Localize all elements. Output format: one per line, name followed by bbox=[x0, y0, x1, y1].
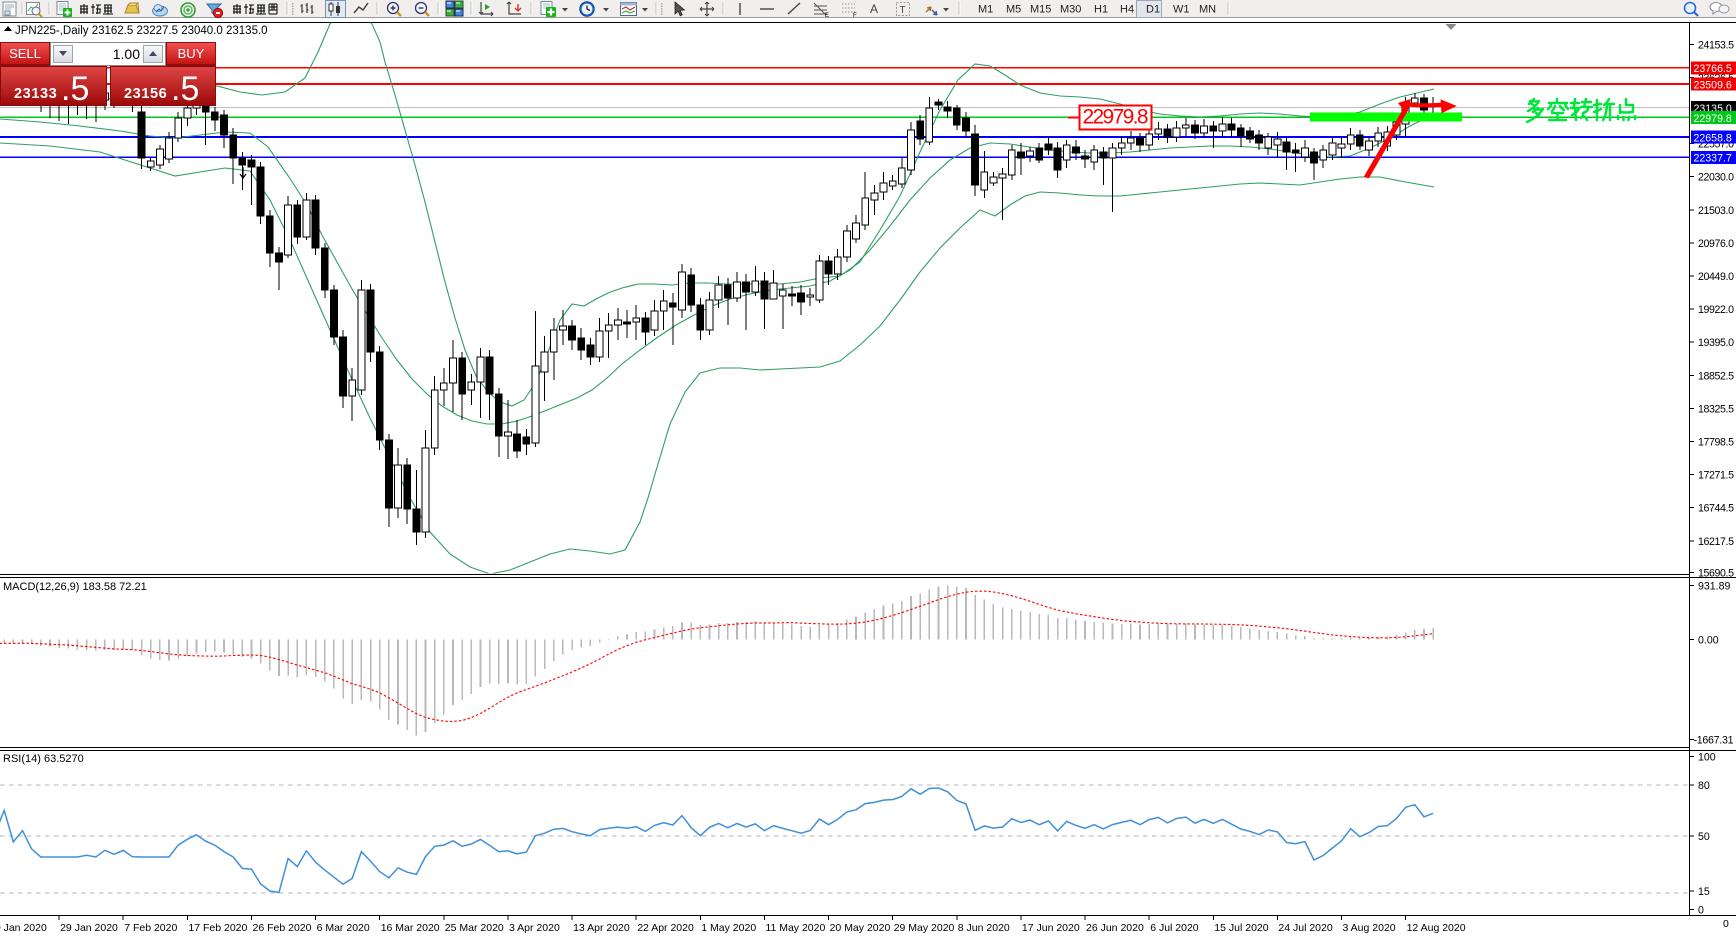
svg-text:19922.0: 19922.0 bbox=[1698, 304, 1734, 316]
svg-text:-1667.31: -1667.31 bbox=[1694, 735, 1734, 747]
svg-text:26 Jun 2020: 26 Jun 2020 bbox=[1086, 922, 1144, 934]
svg-text:24 Jul 2020: 24 Jul 2020 bbox=[1278, 922, 1332, 934]
svg-text:16217.5: 16217.5 bbox=[1698, 536, 1734, 548]
svg-text:3 Apr 2020: 3 Apr 2020 bbox=[509, 922, 560, 934]
svg-text:0: 0 bbox=[1723, 918, 1729, 930]
svg-text:6 Mar 2020: 6 Mar 2020 bbox=[317, 922, 370, 934]
svg-text:F: F bbox=[853, 13, 857, 19]
svg-text:29 Jan 2020: 29 Jan 2020 bbox=[60, 922, 118, 934]
svg-text:80: 80 bbox=[1698, 780, 1710, 792]
svg-text:H4: H4 bbox=[1120, 4, 1134, 16]
svg-text:16744.5: 16744.5 bbox=[1698, 503, 1734, 515]
svg-text:15690.5: 15690.5 bbox=[1698, 568, 1734, 580]
svg-text:W1: W1 bbox=[1173, 4, 1190, 16]
svg-text:20 May 2020: 20 May 2020 bbox=[830, 922, 891, 934]
svg-text:1 May 2020: 1 May 2020 bbox=[701, 922, 756, 934]
svg-text:22658.8: 22658.8 bbox=[1694, 132, 1732, 144]
svg-text:16 Mar 2020: 16 Mar 2020 bbox=[381, 922, 440, 934]
svg-text:6 Jul 2020: 6 Jul 2020 bbox=[1150, 922, 1199, 934]
svg-text:17 Feb 2020: 17 Feb 2020 bbox=[188, 922, 247, 934]
svg-text:22979.8: 22979.8 bbox=[1083, 106, 1149, 129]
svg-text:18852.5: 18852.5 bbox=[1698, 370, 1734, 382]
svg-text:15 Jul 2020: 15 Jul 2020 bbox=[1214, 922, 1268, 934]
svg-text:18325.5: 18325.5 bbox=[1698, 403, 1734, 415]
svg-text:20 Jan 2020: 20 Jan 2020 bbox=[0, 922, 47, 934]
svg-text:23509.6: 23509.6 bbox=[1694, 79, 1732, 91]
svg-text:M1: M1 bbox=[978, 4, 993, 16]
svg-text:0: 0 bbox=[1698, 905, 1704, 917]
svg-text:H1: H1 bbox=[1094, 4, 1108, 16]
svg-text:24153.5: 24153.5 bbox=[1698, 39, 1734, 51]
svg-text:JPN225-,Daily 23162.5 23227.5: JPN225-,Daily 23162.5 23227.5 23040.0 23… bbox=[15, 25, 268, 37]
svg-text:17271.5: 17271.5 bbox=[1698, 470, 1734, 482]
svg-text:E: E bbox=[825, 13, 829, 19]
svg-text:26 Feb 2020: 26 Feb 2020 bbox=[253, 922, 312, 934]
svg-text:15: 15 bbox=[1698, 886, 1710, 898]
svg-text:100: 100 bbox=[1698, 752, 1716, 764]
svg-text:12 Aug 2020: 12 Aug 2020 bbox=[1407, 922, 1466, 934]
svg-text:RSI(14) 63.5270: RSI(14) 63.5270 bbox=[3, 753, 84, 765]
svg-text:M5: M5 bbox=[1006, 4, 1021, 16]
svg-text:20976.0: 20976.0 bbox=[1698, 238, 1734, 250]
svg-text:20449.0: 20449.0 bbox=[1698, 271, 1734, 283]
svg-text:0.00: 0.00 bbox=[1698, 634, 1719, 646]
svg-text:25 Mar 2020: 25 Mar 2020 bbox=[445, 922, 504, 934]
svg-text:29 May 2020: 29 May 2020 bbox=[894, 922, 955, 934]
svg-text:22337.7: 22337.7 bbox=[1694, 153, 1732, 165]
svg-text:M30: M30 bbox=[1060, 4, 1081, 16]
svg-text:22 Apr 2020: 22 Apr 2020 bbox=[637, 922, 694, 934]
svg-text:23766.5: 23766.5 bbox=[1694, 63, 1732, 75]
svg-text:7 Feb 2020: 7 Feb 2020 bbox=[124, 922, 177, 934]
svg-text:MACD(12,26,9) 183.58 72.21: MACD(12,26,9) 183.58 72.21 bbox=[3, 581, 147, 593]
svg-text:3 Aug 2020: 3 Aug 2020 bbox=[1343, 922, 1396, 934]
svg-text:A: A bbox=[870, 2, 878, 16]
svg-text:11 May 2020: 11 May 2020 bbox=[765, 922, 825, 934]
svg-text:931.89: 931.89 bbox=[1698, 581, 1731, 593]
svg-text:8 Jun 2020: 8 Jun 2020 bbox=[958, 922, 1010, 934]
svg-text:13 Apr 2020: 13 Apr 2020 bbox=[573, 922, 630, 934]
svg-text:19395.0: 19395.0 bbox=[1698, 337, 1734, 349]
svg-text:17 Jun 2020: 17 Jun 2020 bbox=[1022, 922, 1080, 934]
svg-text:D1: D1 bbox=[1146, 4, 1160, 16]
svg-text:22030.0: 22030.0 bbox=[1698, 172, 1734, 184]
svg-text:50: 50 bbox=[1698, 831, 1710, 843]
svg-text:T: T bbox=[900, 5, 906, 16]
svg-text:22979.8: 22979.8 bbox=[1694, 113, 1732, 125]
svg-text:17798.5: 17798.5 bbox=[1698, 437, 1734, 449]
svg-text:MN: MN bbox=[1199, 4, 1216, 16]
svg-text:21503.0: 21503.0 bbox=[1698, 205, 1734, 217]
svg-text:M15: M15 bbox=[1030, 4, 1051, 16]
